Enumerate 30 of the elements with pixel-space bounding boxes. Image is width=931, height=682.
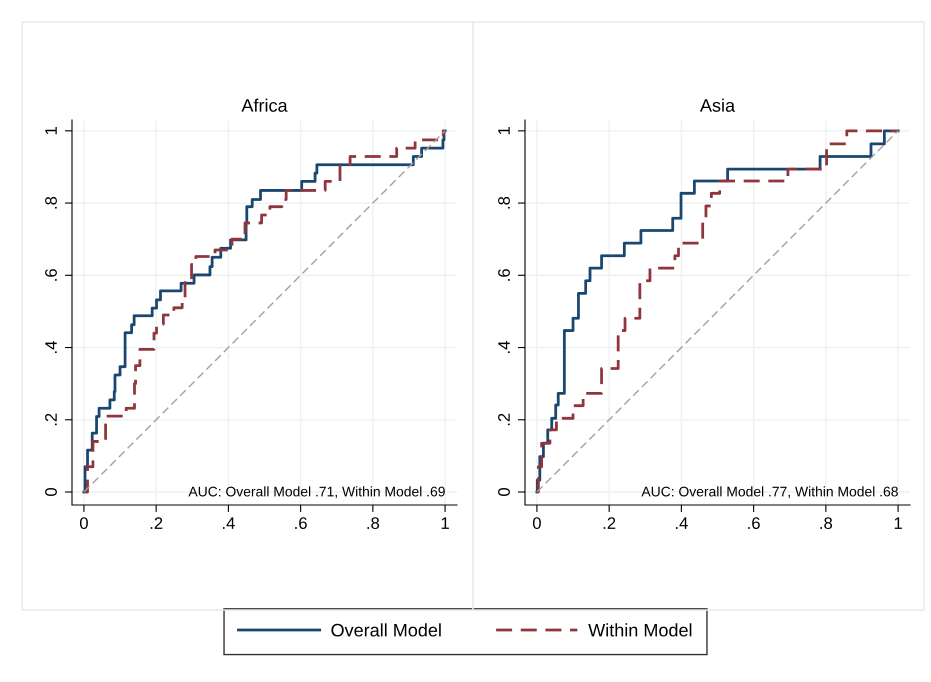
y-tick-label: 0 (45, 488, 57, 496)
x-tick-label: 0 (80, 517, 88, 530)
y-tick-label: 0 (498, 488, 510, 496)
y-tick-label: .2 (45, 414, 57, 426)
y-tick-label: 1 (45, 127, 57, 134)
x-tick-label: .6 (748, 517, 760, 530)
annotation: AUC: Overall Model .77, Within Model .68 (641, 486, 898, 498)
x-tick-label: .8 (367, 517, 380, 530)
y-tick-label: .2 (498, 414, 510, 426)
x-tick-label: 1 (442, 517, 449, 529)
x-tick-label: .4 (676, 517, 688, 529)
chart-title: Asia (700, 98, 736, 112)
y-tick-label: .8 (45, 196, 57, 208)
x-tick-label: .8 (820, 517, 832, 530)
y-tick-label: .4 (45, 341, 57, 353)
x-tick-label: .6 (295, 517, 307, 530)
x-tick-label: .2 (604, 517, 616, 529)
x-tick-label: 0 (532, 517, 541, 530)
legend-label: Within Model (588, 623, 692, 637)
chart-title: Africa (241, 98, 288, 112)
y-tick-label: .6 (498, 269, 510, 281)
y-tick-label: .6 (45, 269, 57, 281)
legend-label: Overall Model (331, 623, 441, 637)
y-tick-label: .4 (498, 341, 510, 353)
y-tick-label: 1 (498, 127, 510, 134)
y-tick-label: .8 (498, 196, 510, 208)
x-tick-label: .4 (222, 517, 235, 529)
x-tick-label: .2 (150, 517, 162, 529)
x-tick-label: 1 (894, 517, 902, 529)
annotation: AUC: Overall Model .71, Within Model .69 (188, 486, 445, 498)
